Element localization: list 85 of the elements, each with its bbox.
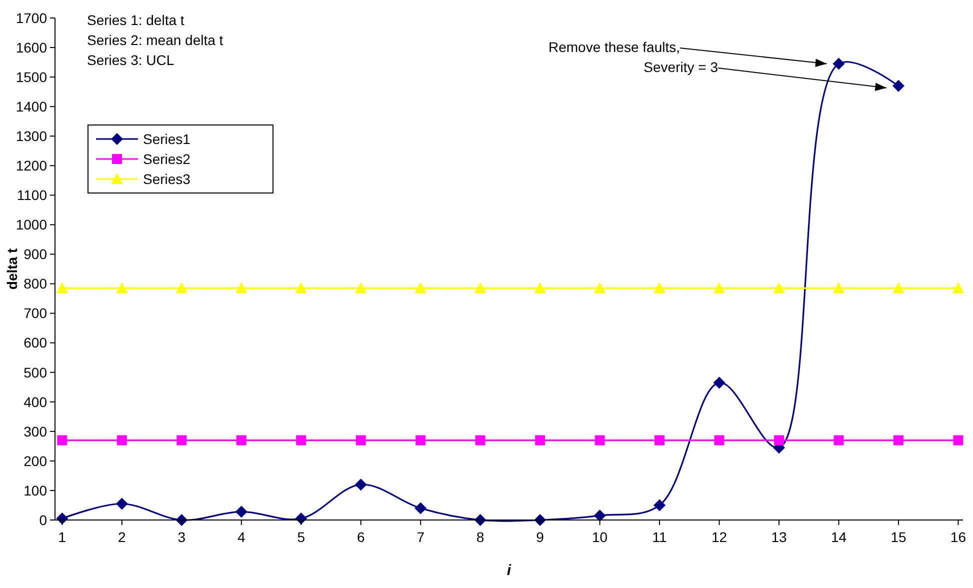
y-tick-label: 1300 (16, 128, 48, 144)
x-tick-label: 10 (592, 529, 608, 545)
y-tick-label: 1700 (16, 10, 48, 26)
point (714, 435, 724, 446)
point (356, 435, 366, 446)
point (892, 282, 904, 294)
y-tick-label: 500 (24, 364, 48, 380)
x-tick-label: 9 (536, 529, 544, 545)
point (474, 282, 486, 294)
point (296, 435, 306, 446)
point (236, 435, 246, 446)
point (176, 435, 187, 446)
point (774, 435, 784, 446)
y-tick-label: 200 (24, 452, 48, 469)
annotation: Severity = 3 (644, 59, 718, 75)
point (354, 282, 367, 294)
x-tick-label: 1 (58, 529, 66, 545)
x-tick-label: 8 (476, 529, 484, 545)
x-tick-label: 5 (297, 529, 306, 545)
x-tick-label: 14 (830, 529, 847, 545)
annotation: Series 3: UCL (87, 52, 174, 68)
point (594, 282, 606, 294)
point (235, 506, 248, 518)
point (713, 282, 726, 294)
x-tick-label: 13 (771, 529, 788, 545)
point (594, 435, 605, 446)
point (654, 435, 665, 446)
x-tick-label: 15 (890, 529, 906, 545)
point (952, 282, 964, 294)
x-tick-label: 7 (416, 529, 425, 545)
y-tick-label: 300 (24, 423, 48, 440)
x-tick-label: 6 (356, 529, 365, 545)
y-tick-label: 700 (24, 305, 48, 322)
point (654, 282, 666, 294)
x-tick-label: 12 (711, 529, 728, 545)
point (832, 58, 845, 70)
y-tick-label: 600 (24, 334, 48, 351)
point (773, 282, 786, 294)
y-tick-label: 400 (24, 394, 48, 410)
point (594, 510, 606, 522)
x-tick-label: 3 (178, 529, 186, 545)
y-tick-label: 1200 (16, 158, 48, 174)
point (654, 499, 666, 512)
point (893, 435, 904, 446)
point (534, 282, 546, 294)
point (354, 478, 367, 491)
x-tick-label: 16 (950, 529, 966, 545)
point (832, 282, 845, 294)
y-tick-label: 100 (24, 482, 48, 498)
point (475, 435, 486, 446)
x-tick-label: 4 (237, 529, 246, 545)
point (953, 435, 964, 446)
y-tick-label: 800 (24, 276, 48, 292)
point (235, 282, 248, 294)
point (414, 502, 427, 514)
point (414, 282, 427, 294)
y-axis-title: delta t (4, 248, 20, 290)
annotation: Series 1: delta t (87, 12, 184, 28)
point (713, 376, 726, 389)
y-tick-label: 0 (39, 512, 48, 528)
y-tick-label: 1400 (16, 98, 48, 114)
point (116, 435, 127, 446)
y-tick-label: 1600 (16, 39, 48, 56)
point (295, 282, 308, 294)
y-tick-label: 1500 (16, 68, 48, 85)
y-tick-label: 1100 (16, 187, 48, 204)
x-tick-label: 2 (118, 529, 126, 545)
point (535, 435, 546, 446)
x-tick-label: 11 (652, 529, 668, 545)
point (834, 435, 844, 446)
point (56, 282, 68, 294)
point (57, 435, 68, 446)
x-axis-title: i (506, 562, 512, 579)
point (176, 282, 188, 294)
y-tick-label: 1000 (16, 216, 48, 233)
point (116, 498, 128, 510)
legend-label: Series1 (143, 130, 191, 147)
annotation: Series 2: mean delta t (87, 32, 224, 48)
point (416, 435, 426, 446)
point (116, 282, 128, 294)
legend-label: Series3 (143, 170, 191, 187)
y-tick-label: 900 (24, 246, 48, 262)
legend-label: Series2 (143, 150, 191, 167)
annotation: Remove these faults, (548, 39, 680, 55)
point (892, 80, 904, 92)
